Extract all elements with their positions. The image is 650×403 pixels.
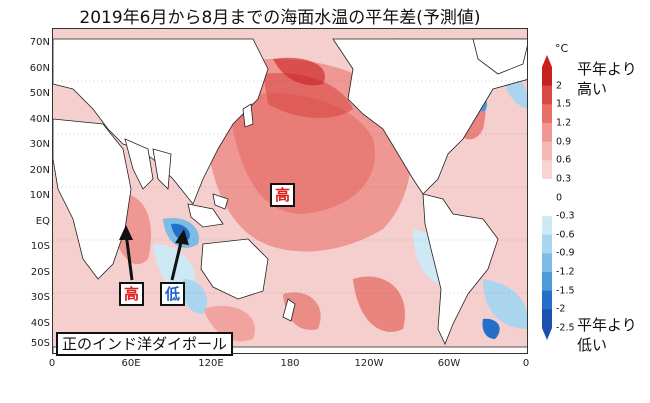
lat-label-30s: 30S (30, 292, 50, 303)
legend-low-line2: 低い (577, 336, 608, 354)
legend-low-line1: 平年より (577, 316, 637, 334)
colorbar-segment (542, 104, 552, 124)
colorbar-tick-label: 0 (556, 192, 563, 203)
colorbar-tick-label: 2 (556, 80, 563, 92)
colorbar-unit: °C (555, 42, 569, 55)
colorbar-bottom-arrow (542, 328, 552, 340)
colorbar-tick-label: -0.3 (556, 210, 575, 222)
lon-label-120e: 120E (198, 358, 224, 369)
colorbar-segment (542, 253, 552, 273)
colorbar-segment (542, 67, 552, 87)
colorbar-segment (542, 160, 552, 180)
colorbar-tick-label: 0.6 (556, 154, 572, 166)
map-canvas (53, 29, 527, 353)
arrow-west-shaft (124, 232, 134, 281)
colorbar-top-arrow (542, 55, 552, 67)
lat-label-40n: 40N (29, 114, 50, 125)
legend-high-line1: 平年より (577, 60, 637, 78)
colorbar-segment (542, 290, 552, 310)
colorbar-tick-label: 1.5 (556, 98, 572, 110)
lon-label-0-end: 0 (522, 358, 530, 369)
lat-label-10s: 10S (30, 241, 50, 252)
colorbar-tick-label: -0.9 (556, 247, 575, 259)
colorbar-tick-label: 0.9 (556, 136, 572, 148)
indian-east-low-label: 低 (160, 282, 186, 306)
colorbar (542, 55, 552, 340)
colorbar-segment (542, 216, 552, 236)
lat-label-50n: 50N (29, 88, 50, 99)
arrow-east-shaft (170, 237, 184, 281)
pacific-high-label: 高 (270, 183, 296, 207)
lat-label-50s: 50S (30, 338, 50, 349)
lat-label-70n: 70N (29, 37, 50, 48)
colorbar-tick-label: -0.6 (556, 229, 575, 241)
legend-high-line2: 高い (577, 80, 608, 98)
colorbar-tick-label: 0.3 (556, 173, 572, 185)
colorbar-segment (542, 85, 552, 105)
lat-label-10n: 10N (29, 190, 50, 201)
lat-label-eq: EQ (35, 216, 50, 227)
colorbar-segment (542, 272, 552, 292)
arrow-west-head (119, 225, 133, 240)
lon-label-60e: 60E (121, 358, 141, 369)
lat-label-20s: 20S (30, 267, 50, 278)
lon-label-120w: 120W (354, 358, 384, 369)
lon-label-60w: 60W (437, 358, 461, 369)
colorbar-tick-label: -1.2 (556, 266, 575, 278)
arrow-east-head (175, 229, 189, 245)
iod-label: 正のインド洋ダイポール (56, 332, 234, 356)
sst-anomaly-map (52, 28, 528, 354)
colorbar-segment (542, 178, 552, 198)
colorbar-tick-label: -1.5 (556, 285, 575, 297)
colorbar-tick-label: -2 (556, 303, 566, 315)
lat-label-40s: 40S (30, 318, 50, 329)
colorbar-segment (542, 141, 552, 161)
colorbar-segment (542, 309, 552, 329)
colorbar-segment (542, 197, 552, 217)
colorbar-tick-label: -2.5 (556, 322, 575, 334)
lon-label-0: 0 (48, 358, 56, 369)
lon-label-180: 180 (280, 358, 300, 369)
lat-label-60n: 60N (29, 63, 50, 74)
colorbar-tick-label: 1.2 (556, 117, 572, 129)
colorbar-segment (542, 234, 552, 254)
colorbar-segment (542, 122, 552, 143)
map-title: 2019年6月から8月までの海面水温の平年差(予測値) (79, 8, 481, 28)
lat-label-30n: 30N (29, 139, 50, 150)
indian-west-high-label: 高 (119, 282, 145, 306)
lat-label-20n: 20N (29, 165, 50, 176)
